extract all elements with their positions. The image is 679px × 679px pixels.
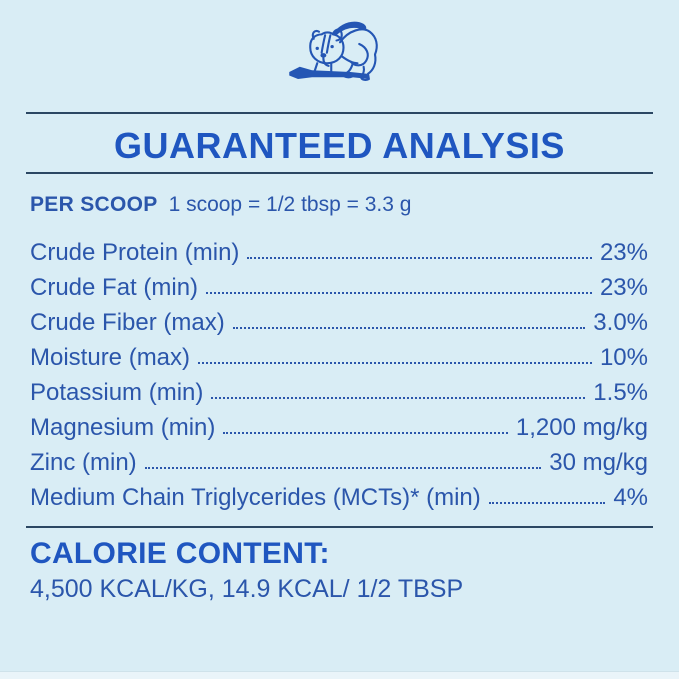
analysis-row: Magnesium (min) 1,200 mg/kg [30,408,648,443]
title-divider [26,172,653,174]
analysis-row: Crude Protein (min) 23% [30,233,648,268]
row-label: Potassium (min) [30,379,204,406]
label-bottom-edge [0,671,679,679]
row-value: 4% [613,484,648,511]
dotted-leader [206,292,592,294]
row-label: Zinc (min) [30,449,137,476]
per-scoop-line: PER SCOOP 1 scoop = 1/2 tbsp = 3.3 g [30,190,649,220]
scoop-equivalence: 1 scoop = 1/2 tbsp = 3.3 g [168,193,412,216]
row-value: 1.5% [593,379,648,406]
row-label: Crude Fiber (max) [30,309,225,336]
dog-playing-with-stick-icon [288,21,378,81]
dotted-leader [488,502,606,504]
row-value: 30 mg/kg [549,449,648,476]
dotted-leader [247,257,592,259]
per-scoop-label: PER SCOOP [30,193,158,216]
row-label: Crude Protein (min) [30,239,240,266]
dotted-leader [232,327,586,329]
row-value: 3.0% [593,309,648,336]
analysis-row: Potassium (min) 1.5% [30,373,648,408]
dotted-leader [198,362,592,364]
dotted-leader [211,397,586,399]
dotted-leader [144,467,542,469]
dotted-leader [223,432,508,434]
page-title: GUARANTEED ANALYSIS [114,125,565,166]
analysis-row: Crude Fiber (max) 3.0% [30,303,648,338]
analysis-row: Zinc (min) 30 mg/kg [30,443,648,478]
dog-illustration-container [0,0,679,100]
calorie-content-values: 4,500 KCAL/KG, 14.9 KCAL/ 1/2 TBSP [30,575,464,603]
row-value: 23% [599,274,648,301]
row-label: Crude Fat (min) [30,274,199,301]
row-value: 23% [599,239,648,266]
row-value: 10% [599,344,648,371]
calorie-divider [26,526,653,528]
analysis-row: Crude Fat (min) 23% [30,268,648,303]
analysis-rows: Crude Protein (min) 23% Crude Fat (min) … [30,233,648,513]
analysis-row: Medium Chain Triglycerides (MCTs)* (min)… [30,478,648,513]
row-label: Magnesium (min) [30,414,216,441]
analysis-row: Moisture (max) 10% [30,338,648,373]
row-value: 1,200 mg/kg [515,414,648,441]
row-label: Moisture (max) [30,344,191,371]
row-label: Medium Chain Triglycerides (MCTs)* (min) [30,484,481,511]
calorie-content-title: CALORIE CONTENT: [30,537,330,570]
top-divider [26,112,653,114]
